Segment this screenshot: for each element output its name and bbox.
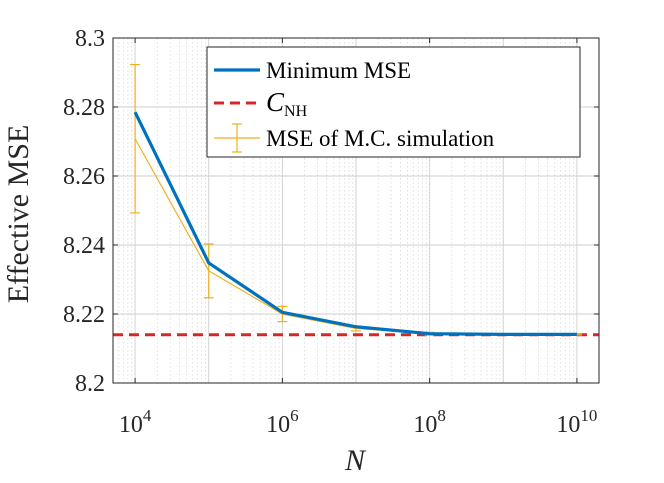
x-tick-base: 10 [266, 412, 290, 438]
x-tick-exponent: 8 [437, 406, 446, 425]
x-tick-base: 10 [119, 412, 143, 438]
x-axis-label: N [344, 444, 367, 477]
x-tick-label: 108 [413, 406, 446, 438]
x-tick-exponent: 10 [580, 406, 597, 425]
legend: Minimum MSE CNH MSE of M.C. simulation [206, 46, 581, 158]
y-tick-label: 8.22 [63, 302, 105, 328]
x-tick-exponent: 4 [143, 406, 152, 425]
y-tick-label: 8.2 [75, 371, 105, 397]
legend-label-cnh: CNH [266, 87, 308, 120]
x-tick-label: 1010 [556, 406, 597, 438]
x-tick-label: 104 [119, 406, 152, 438]
series-layer [130, 63, 582, 336]
x-tick-exponent: 6 [290, 406, 299, 425]
y-tick-label: 8.28 [63, 95, 105, 121]
legend-label-cnh-subscript: NH [284, 103, 308, 120]
y-tick-label: 8.26 [63, 164, 105, 190]
y-tick-label: 8.24 [63, 233, 105, 259]
x-tick-base: 10 [413, 412, 437, 438]
y-axis-label: Effective MSE [2, 125, 35, 304]
x-tick-base: 10 [556, 412, 580, 438]
y-tick-label: 8.3 [75, 26, 105, 52]
legend-label-mc-simulation: MSE of M.C. simulation [266, 126, 495, 151]
legend-label-minimum-mse: Minimum MSE [266, 58, 411, 83]
series-minimum-mse-line [133, 111, 577, 336]
plot-frame [112, 37, 600, 384]
x-tick-label: 106 [266, 406, 299, 438]
legend-label-cnh-main: C [266, 87, 285, 117]
legend-box [206, 46, 581, 158]
